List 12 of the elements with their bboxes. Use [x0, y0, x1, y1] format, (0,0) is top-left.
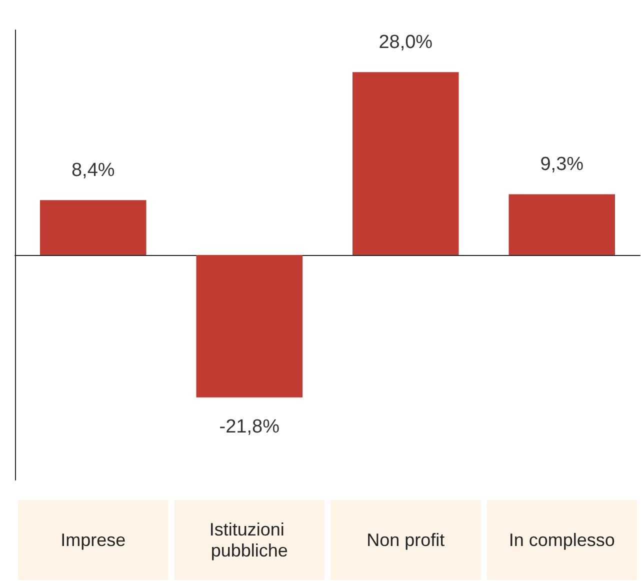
- bar: [196, 255, 302, 398]
- x-tick-label: Non profit: [366, 530, 445, 550]
- data-label: 8,4%: [71, 160, 115, 182]
- x-tick-label: In complesso: [508, 530, 615, 550]
- x-tick-label: Istituzioni pubbliche: [209, 520, 290, 560]
- data-label: 28,0%: [378, 32, 433, 54]
- x-tick-label: Imprese: [60, 530, 126, 550]
- data-label: -21,8%: [219, 416, 280, 438]
- bar: [508, 194, 615, 255]
- bar: [40, 200, 146, 255]
- bar: [352, 72, 459, 255]
- data-label: 9,3%: [540, 154, 584, 176]
